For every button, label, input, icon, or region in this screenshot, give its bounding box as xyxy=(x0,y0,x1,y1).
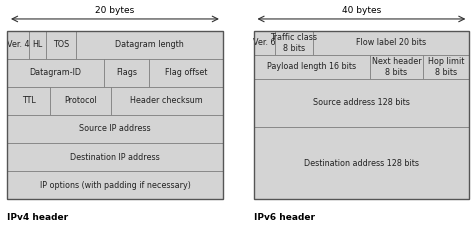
Text: IPv4 header: IPv4 header xyxy=(7,213,68,222)
Text: Destination address 128 bits: Destination address 128 bits xyxy=(304,159,419,168)
Bar xyxy=(50,87,110,115)
Text: Datagram-ID: Datagram-ID xyxy=(30,68,82,77)
Bar xyxy=(110,87,223,115)
Text: 40 bytes: 40 bytes xyxy=(342,6,381,15)
Bar xyxy=(275,31,313,55)
Text: Ver. 4: Ver. 4 xyxy=(7,40,29,49)
Bar xyxy=(149,59,223,87)
Text: Destination IP address: Destination IP address xyxy=(70,153,160,161)
Bar xyxy=(423,55,469,79)
Text: IP options (with padding if necessary): IP options (with padding if necessary) xyxy=(39,181,191,190)
Text: Source IP address: Source IP address xyxy=(79,124,151,133)
Text: HL: HL xyxy=(32,40,43,49)
Bar xyxy=(28,31,46,59)
Text: IPv6 header: IPv6 header xyxy=(254,213,315,222)
Bar xyxy=(7,87,50,115)
Text: Flags: Flags xyxy=(116,68,137,77)
Bar xyxy=(370,55,423,79)
Bar xyxy=(254,31,469,199)
Text: Flow label 20 bits: Flow label 20 bits xyxy=(356,38,426,47)
Text: Payload length 16 bits: Payload length 16 bits xyxy=(267,62,356,71)
Text: Hop limit
8 bits: Hop limit 8 bits xyxy=(428,57,464,77)
Bar xyxy=(254,31,275,55)
Text: Header checksum: Header checksum xyxy=(130,96,203,105)
Text: TTL: TTL xyxy=(22,96,36,105)
Text: 20 bytes: 20 bytes xyxy=(95,6,135,15)
Text: Ver. 6: Ver. 6 xyxy=(253,38,275,47)
Bar xyxy=(7,31,28,59)
Bar xyxy=(254,127,469,199)
Bar xyxy=(7,143,223,171)
Text: Flag offset: Flag offset xyxy=(165,68,207,77)
Text: Next header
8 bits: Next header 8 bits xyxy=(372,57,421,77)
Bar xyxy=(76,31,223,59)
Bar xyxy=(7,171,223,199)
Text: Traffic class
8 bits: Traffic class 8 bits xyxy=(271,33,318,53)
Bar xyxy=(104,59,149,87)
Bar xyxy=(254,55,370,79)
Bar xyxy=(7,115,223,143)
Bar xyxy=(254,79,469,127)
Bar xyxy=(313,31,469,55)
Text: Source address 128 bits: Source address 128 bits xyxy=(313,98,410,107)
Bar xyxy=(7,31,223,199)
Text: Protocol: Protocol xyxy=(64,96,97,105)
Text: Datagram length: Datagram length xyxy=(115,40,184,49)
Text: TOS: TOS xyxy=(53,40,69,49)
Bar xyxy=(7,59,104,87)
Bar xyxy=(46,31,76,59)
